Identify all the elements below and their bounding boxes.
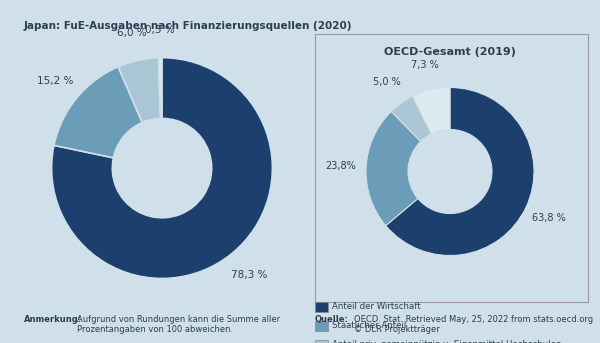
Text: Japan: FuE-Ausgaben nach Finanzierungsquellen (2020): Japan: FuE-Ausgaben nach Finanzierungsqu… (24, 21, 353, 31)
Text: 23,8%: 23,8% (326, 161, 356, 171)
Text: 0,5 %: 0,5 % (145, 25, 175, 35)
Text: Staatlicher Anteil: Staatlicher Anteil (332, 321, 406, 330)
Text: Anmerkung:: Anmerkung: (24, 315, 82, 324)
Wedge shape (386, 87, 534, 256)
Wedge shape (118, 58, 160, 122)
Wedge shape (54, 67, 142, 158)
Text: 78,3 %: 78,3 % (231, 270, 267, 280)
Wedge shape (158, 58, 162, 118)
Text: 63,8 %: 63,8 % (532, 213, 566, 223)
Wedge shape (391, 96, 431, 141)
Text: 6,0 %: 6,0 % (117, 28, 147, 38)
Text: 15,2 %: 15,2 % (37, 76, 73, 86)
Text: Aufgrund von Rundungen kann die Summe aller
Prozentangaben von 100 abweichen.: Aufgrund von Rundungen kann die Summe al… (77, 315, 280, 334)
Text: Quelle:: Quelle: (315, 315, 349, 324)
Wedge shape (366, 111, 421, 226)
Text: 7,3 %: 7,3 % (411, 60, 439, 70)
Wedge shape (413, 87, 450, 134)
Title: OECD-Gesamt (2019): OECD-Gesamt (2019) (384, 47, 516, 57)
Text: Anteil der Wirtschaft: Anteil der Wirtschaft (332, 303, 421, 311)
Text: Anteil priv. gemeinnützig u. Eigenmittel Hochschulen: Anteil priv. gemeinnützig u. Eigenmittel… (332, 340, 562, 343)
Text: 5,0 %: 5,0 % (373, 78, 401, 87)
Wedge shape (52, 58, 272, 279)
Text: OECD. Stat. Retrieved May, 25, 2022 from stats.oecd.org
© DLR Projektträger: OECD. Stat. Retrieved May, 25, 2022 from… (354, 315, 593, 334)
